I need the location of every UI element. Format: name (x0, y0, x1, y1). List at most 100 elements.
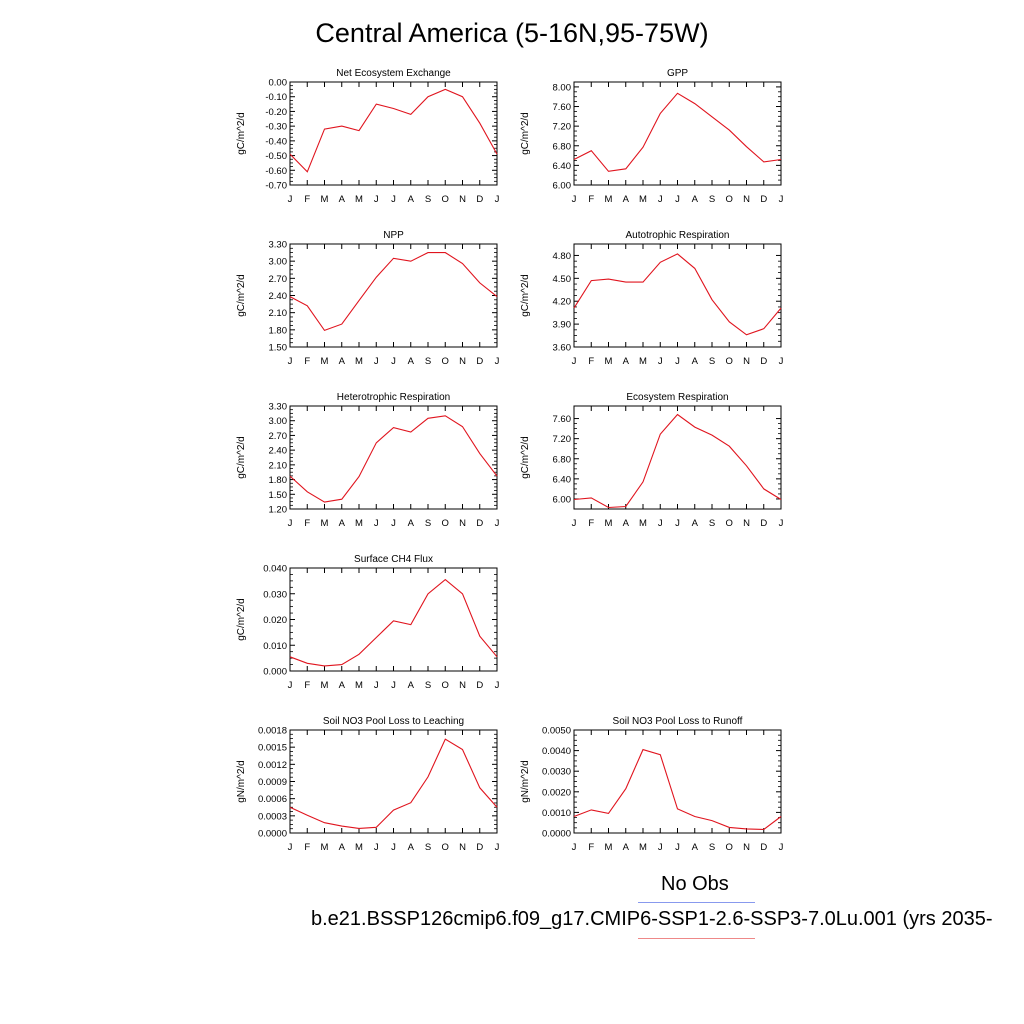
x-tick-label: S (709, 518, 715, 529)
y-tick-label: 0.0000 (258, 829, 287, 840)
y-tick-label: 0.020 (263, 615, 287, 626)
y-tick-label: 7.60 (553, 414, 572, 425)
y-tick-label: 0.0050 (542, 726, 571, 737)
x-tick-label: M (605, 842, 613, 853)
x-tick-label: J (572, 842, 577, 853)
x-tick-label: A (692, 356, 699, 367)
y-axis-label: gC/m^2/d (236, 436, 247, 479)
x-tick-label: M (605, 356, 613, 367)
legend-case-line (638, 938, 755, 939)
series-line (573, 413, 782, 509)
y-tick-label: -0.30 (265, 122, 287, 133)
x-tick-label: J (495, 518, 500, 529)
x-tick-label: A (623, 842, 630, 853)
y-tick-label: 0.0003 (258, 811, 287, 822)
y-tick-label: 3.30 (269, 240, 288, 251)
x-tick-label: F (304, 194, 310, 205)
x-tick-label: A (339, 680, 346, 691)
x-tick-label: F (304, 518, 310, 529)
x-tick-label: O (726, 842, 733, 853)
x-tick-label: J (675, 194, 680, 205)
x-tick-label: D (476, 518, 483, 529)
x-tick-label: J (675, 518, 680, 529)
x-tick-label: D (476, 842, 483, 853)
figure-title: Central America (5-16N,95-75W) (315, 18, 709, 48)
y-axis-label: gC/m^2/d (236, 598, 247, 641)
panel-title: Autotrophic Respiration (626, 230, 730, 241)
x-tick-label: J (288, 518, 293, 529)
x-tick-label: J (675, 356, 680, 367)
x-tick-label: S (709, 842, 715, 853)
x-tick-label: A (408, 518, 415, 529)
x-tick-label: M (355, 518, 363, 529)
x-tick-label: M (639, 194, 647, 205)
y-tick-label: 1.50 (269, 343, 288, 354)
y-tick-label: 0.0010 (542, 808, 571, 819)
x-tick-label: F (304, 356, 310, 367)
panel-title: GPP (667, 68, 688, 79)
y-tick-label: -0.50 (265, 151, 287, 162)
x-tick-label: J (374, 842, 379, 853)
x-tick-label: J (288, 680, 293, 691)
x-tick-label: F (588, 518, 594, 529)
x-tick-label: J (374, 356, 379, 367)
panel-frame (289, 405, 498, 510)
x-tick-label: J (288, 356, 293, 367)
x-tick-label: O (442, 518, 449, 529)
y-axis-label: gC/m^2/d (236, 274, 247, 317)
x-tick-label: O (442, 356, 449, 367)
x-tick-label: N (459, 194, 466, 205)
x-tick-label: J (779, 356, 784, 367)
x-tick-label: N (743, 518, 750, 529)
x-tick-label: M (321, 194, 329, 205)
y-tick-label: 0.030 (263, 589, 287, 600)
x-tick-label: D (760, 194, 767, 205)
x-tick-label: S (425, 518, 431, 529)
y-tick-label: 1.80 (269, 325, 288, 336)
x-tick-label: J (779, 194, 784, 205)
y-tick-label: 6.40 (553, 161, 572, 172)
series-line (573, 748, 782, 831)
x-tick-label: S (425, 356, 431, 367)
x-tick-label: J (391, 680, 396, 691)
panel-frame (289, 567, 498, 672)
y-tick-label: 0.00 (269, 78, 288, 89)
y-tick-label: 3.00 (269, 257, 288, 268)
panel-frame (573, 729, 782, 834)
panel-frame (289, 729, 498, 834)
panel-frame (289, 81, 498, 186)
y-tick-label: -0.40 (265, 136, 287, 147)
x-tick-label: A (623, 518, 630, 529)
series-line (573, 92, 782, 172)
x-tick-label: S (425, 680, 431, 691)
panel-frame (289, 243, 498, 348)
x-tick-label: D (476, 356, 483, 367)
series-line (573, 253, 782, 336)
y-tick-label: 4.80 (553, 251, 572, 262)
x-tick-label: J (495, 842, 500, 853)
x-tick-label: D (476, 194, 483, 205)
y-tick-label: 6.80 (553, 454, 572, 465)
x-tick-label: F (304, 680, 310, 691)
series-line (289, 415, 498, 503)
x-tick-label: J (675, 842, 680, 853)
y-tick-label: -0.20 (265, 107, 287, 118)
y-tick-label: 3.90 (553, 320, 572, 331)
y-tick-label: 7.60 (553, 102, 572, 113)
x-tick-label: J (658, 356, 663, 367)
y-tick-label: 4.20 (553, 297, 572, 308)
x-tick-label: J (658, 518, 663, 529)
series-line (289, 578, 498, 667)
x-tick-label: J (495, 194, 500, 205)
x-tick-label: M (355, 842, 363, 853)
panel-title: NPP (383, 230, 404, 241)
x-tick-label: J (374, 680, 379, 691)
x-tick-label: M (639, 356, 647, 367)
y-tick-label: 6.40 (553, 474, 572, 485)
x-tick-label: O (442, 842, 449, 853)
x-tick-label: O (726, 356, 733, 367)
x-tick-label: D (760, 518, 767, 529)
y-tick-label: 2.10 (269, 308, 288, 319)
